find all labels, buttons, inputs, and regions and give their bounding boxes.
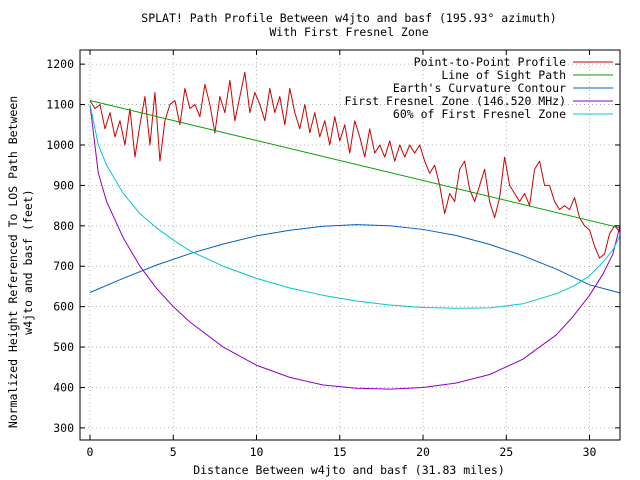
axes: 0 5 10 15 20 25 30 300 400 500 600 700 800 900 1000 110…: [46, 50, 620, 459]
y-tick-label: 400: [53, 380, 74, 394]
y-tick-label: 600: [53, 300, 74, 314]
chart-subtitle: With First Fresnel Zone: [269, 25, 428, 39]
y-tick-label: 1100: [46, 98, 74, 112]
x-tick-label: 25: [499, 445, 513, 459]
series-line-point-to-point-profile: [89, 71, 621, 259]
x-tick-label: 5: [170, 445, 177, 459]
legend-label-earth-s-curvature-contour: Earth's Curvature Contour: [393, 81, 566, 95]
y-tick-label: 800: [53, 219, 74, 233]
x-tick-label: 0: [87, 445, 94, 459]
plot-frame: [79, 49, 621, 441]
y-tick-label: 500: [53, 340, 74, 354]
series-line-60-of-first-fresnel-zone: [89, 104, 621, 309]
x-tick-label: 30: [583, 445, 597, 459]
x-tick-label: 20: [416, 445, 430, 459]
x-tick-label: 10: [250, 445, 264, 459]
y-tick-label: 900: [53, 178, 74, 192]
legend-label-line-of-sight-path: Line of Sight Path: [441, 68, 566, 82]
grid-lines: [80, 50, 620, 440]
y-axis-label-line2: w4jto and basf (feet): [21, 189, 35, 334]
series-line-earth-s-curvature-contour: [89, 224, 621, 294]
y-tick-label: 300: [53, 421, 74, 435]
legend-label-point-to-point-profile: Point-to-Point Profile: [414, 55, 566, 69]
chart-title: SPLAT! Path Profile Between w4jto and ba…: [141, 11, 556, 25]
y-tick-label: 1000: [46, 138, 74, 152]
series-lines: [89, 71, 621, 390]
series-line-first-fresnel-zone-146-520-mhz: [89, 104, 621, 390]
legend-label-first-fresnel-zone-146-520-mhz: First Fresnel Zone (146.520 MHz): [344, 94, 566, 108]
y-tick-label: 700: [53, 259, 74, 273]
y-axis-label-line1: Normalized Height Referenced To LOS Path…: [6, 96, 20, 428]
series-line-line-of-sight-path: [89, 100, 621, 229]
x-axis-label: Distance Between w4jto and basf (31.83 m…: [193, 463, 505, 477]
y-tick-label: 1200: [46, 57, 74, 71]
legend-label-60-of-first-fresnel-zone: 60% of First Fresnel Zone: [393, 107, 566, 121]
x-tick-label: 15: [333, 445, 347, 459]
